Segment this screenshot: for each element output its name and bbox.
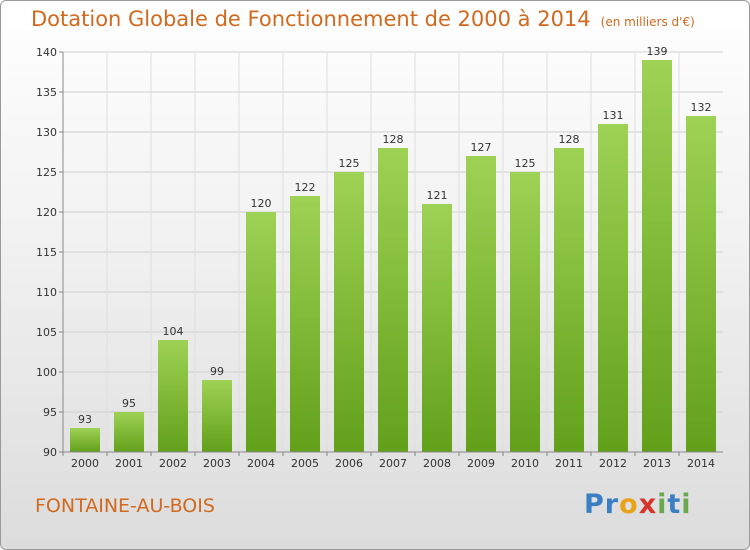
y-tick-label: 90 bbox=[43, 446, 57, 459]
bar-2009 bbox=[466, 156, 496, 452]
value-label-2014: 132 bbox=[691, 101, 712, 114]
y-tick-label: 95 bbox=[43, 406, 57, 419]
value-label-2002: 104 bbox=[163, 325, 184, 338]
bar-2008 bbox=[422, 204, 452, 452]
logo-letter: i bbox=[657, 489, 668, 520]
y-tick-label: 120 bbox=[36, 206, 57, 219]
value-label-2013: 139 bbox=[647, 45, 668, 58]
logo-letter: P bbox=[584, 489, 605, 520]
value-label-2000: 93 bbox=[78, 413, 92, 426]
x-tick-label-2011: 2011 bbox=[555, 457, 583, 470]
x-tick-label-2002: 2002 bbox=[159, 457, 187, 470]
y-tick-label: 110 bbox=[36, 286, 57, 299]
y-tick-label: 105 bbox=[36, 326, 57, 339]
value-label-2012: 131 bbox=[603, 109, 624, 122]
x-tick-label-2007: 2007 bbox=[379, 457, 407, 470]
bar-2013 bbox=[642, 60, 672, 452]
x-tick-label-2006: 2006 bbox=[335, 457, 363, 470]
bar-2005 bbox=[290, 196, 320, 452]
value-label-2007: 128 bbox=[383, 133, 404, 146]
logo-letter: o bbox=[619, 489, 639, 520]
value-label-2004: 120 bbox=[251, 197, 272, 210]
bar-2003 bbox=[202, 380, 232, 452]
bar-2000 bbox=[70, 428, 100, 452]
bar-2014 bbox=[686, 116, 716, 452]
x-tick-label-2010: 2010 bbox=[511, 457, 539, 470]
bar-2006 bbox=[334, 172, 364, 452]
x-tick-label-2004: 2004 bbox=[247, 457, 275, 470]
commune-name: FONTAINE-AU-BOIS bbox=[35, 495, 215, 517]
bar-2011 bbox=[554, 148, 584, 452]
x-tick-label-2009: 2009 bbox=[467, 457, 495, 470]
bar-2007 bbox=[378, 148, 408, 452]
value-label-2003: 99 bbox=[210, 365, 224, 378]
value-label-2005: 122 bbox=[295, 181, 316, 194]
bar-2012 bbox=[598, 124, 628, 452]
y-tick-label: 130 bbox=[36, 126, 57, 139]
logo-letter: t bbox=[667, 489, 682, 520]
x-tick-label-2003: 2003 bbox=[203, 457, 231, 470]
value-label-2010: 125 bbox=[515, 157, 536, 170]
bar-2002 bbox=[158, 340, 188, 452]
value-label-2006: 125 bbox=[339, 157, 360, 170]
bars: 93 95 104 99 120 122 125 128 121 127 125 128 131 139 1… bbox=[70, 45, 716, 452]
proxiti-logo: Proxiti bbox=[584, 489, 692, 520]
x-tick-label-2000: 2000 bbox=[71, 457, 99, 470]
bar-2001 bbox=[114, 412, 144, 452]
chart-subtitle: (en milliers d'€) bbox=[600, 15, 695, 29]
x-tick-label-2012: 2012 bbox=[599, 457, 627, 470]
x-tick-label-2013: 2013 bbox=[643, 457, 671, 470]
bar-2010 bbox=[510, 172, 540, 452]
value-label-2001: 95 bbox=[122, 397, 136, 410]
y-tick-label: 115 bbox=[36, 246, 57, 259]
value-label-2009: 127 bbox=[471, 141, 492, 154]
chart-title: Dotation Globale de Fonctionnement de 20… bbox=[31, 7, 695, 31]
axes: 90 95 100 105 110 115 120 125 130 135 140 2000 2001 2… bbox=[36, 46, 723, 470]
y-tick-label: 100 bbox=[36, 366, 57, 379]
y-tick-label: 135 bbox=[36, 86, 57, 99]
bar-2004 bbox=[246, 212, 276, 452]
value-label-2011: 128 bbox=[559, 133, 580, 146]
y-tick-label: 125 bbox=[36, 166, 57, 179]
logo-letter: r bbox=[604, 489, 620, 520]
y-tick-label: 140 bbox=[36, 46, 57, 59]
x-tick-label-2008: 2008 bbox=[423, 457, 451, 470]
chart-title-text: Dotation Globale de Fonctionnement de 20… bbox=[31, 7, 591, 31]
x-tick-label-2005: 2005 bbox=[291, 457, 319, 470]
logo-letter: i bbox=[681, 489, 692, 520]
x-tick-label-2001: 2001 bbox=[115, 457, 143, 470]
x-tick-label-2014: 2014 bbox=[687, 457, 715, 470]
logo-letter: x bbox=[638, 489, 658, 520]
value-label-2008: 121 bbox=[427, 189, 448, 202]
